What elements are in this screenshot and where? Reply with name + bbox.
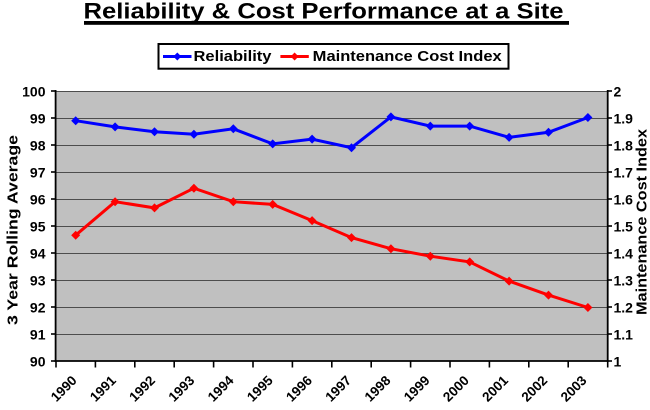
svg-text:98: 98 <box>30 138 46 154</box>
svg-text:1.8: 1.8 <box>614 138 634 154</box>
svg-text:99: 99 <box>30 111 46 127</box>
svg-text:96: 96 <box>30 192 46 208</box>
svg-text:Reliability & Cost Performance: Reliability & Cost Performance at a Site <box>84 0 564 24</box>
svg-text:92: 92 <box>30 300 46 316</box>
svg-text:1.7: 1.7 <box>614 165 634 181</box>
svg-text:1.6: 1.6 <box>614 192 634 208</box>
svg-text:1.2: 1.2 <box>614 300 634 316</box>
svg-text:97: 97 <box>30 165 46 181</box>
svg-text:1.1: 1.1 <box>614 327 634 343</box>
svg-text:1.5: 1.5 <box>614 219 634 235</box>
svg-text:100: 100 <box>22 84 46 100</box>
svg-text:1.9: 1.9 <box>614 111 634 127</box>
svg-text:1.4: 1.4 <box>614 246 634 262</box>
svg-text:90: 90 <box>30 354 46 370</box>
svg-text:2: 2 <box>614 84 622 100</box>
svg-text:Reliability: Reliability <box>194 49 272 65</box>
svg-text:94: 94 <box>30 246 46 262</box>
svg-text:Maintenance Cost Index: Maintenance Cost Index <box>313 49 502 65</box>
svg-text:1: 1 <box>614 354 622 370</box>
svg-text:95: 95 <box>30 219 46 235</box>
svg-text:Maintenance Cost Index: Maintenance Cost Index <box>634 128 650 315</box>
svg-text:93: 93 <box>30 273 46 289</box>
svg-text:1.3: 1.3 <box>614 273 634 289</box>
svg-text:3 Year Rolling Average: 3 Year Rolling Average <box>4 135 21 325</box>
svg-text:91: 91 <box>30 327 46 343</box>
